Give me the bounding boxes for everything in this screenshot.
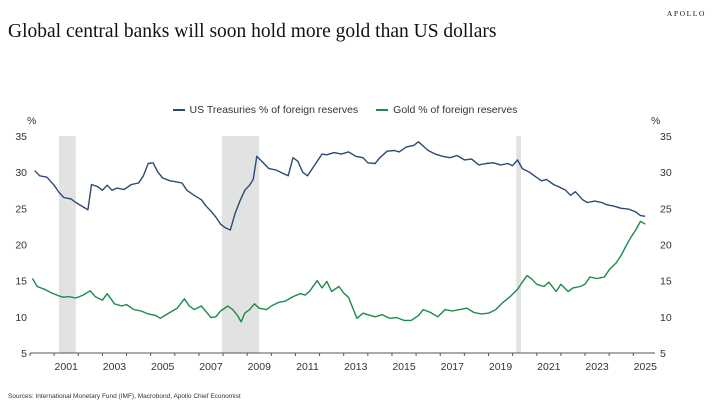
- x-tick-2015: 2015: [392, 361, 416, 373]
- legend-label-treasuries: US Treasuries % of foreign reserves: [189, 104, 359, 116]
- legend-swatch-treasuries: [172, 109, 185, 111]
- y-tick-right-35: 35: [660, 131, 672, 143]
- x-tick-2005: 2005: [151, 361, 175, 373]
- y-tick-right-25: 25: [660, 203, 672, 215]
- x-tick-2011: 2011: [296, 361, 319, 373]
- x-tick-2017: 2017: [441, 361, 465, 373]
- y-tick-right-30: 30: [660, 167, 672, 179]
- x-tick-2023: 2023: [585, 361, 609, 373]
- x-tick-2021: 2021: [537, 361, 561, 373]
- x-tick-2009: 2009: [248, 361, 272, 373]
- y-tick-left-5: 5: [21, 348, 27, 360]
- y-axis-unit-right: %: [651, 115, 660, 127]
- y-tick-left-35: 35: [15, 131, 27, 143]
- recession-band-2: [516, 136, 522, 353]
- x-tick-2019: 2019: [489, 361, 513, 373]
- brand-logo-text: APOLLO: [666, 9, 706, 18]
- y-axis-unit-left: %: [27, 115, 36, 127]
- page-title: Global central banks will soon hold more…: [8, 21, 497, 42]
- legend-swatch-gold: [376, 109, 389, 111]
- y-tick-left-20: 20: [15, 240, 27, 252]
- legend-item-gold: Gold % of foreign reserves: [376, 104, 517, 116]
- x-tick-2001: 2001: [55, 361, 79, 373]
- source-note: Sources: International Monetary Fund (IM…: [8, 393, 241, 400]
- x-tick-2013: 2013: [344, 361, 368, 373]
- y-tick-left-10: 10: [15, 312, 27, 324]
- legend-item-treasuries: US Treasuries % of foreign reserves: [172, 104, 359, 116]
- y-tick-right-10: 10: [660, 312, 672, 324]
- recession-band-1: [221, 136, 260, 353]
- chart-legend: US Treasuries % of foreign reserves Gold…: [0, 104, 690, 116]
- legend-label-gold: Gold % of foreign reserves: [393, 104, 518, 116]
- series-line-1: [31, 220, 646, 323]
- recession-band-0: [58, 136, 76, 353]
- x-tick-2025: 2025: [634, 361, 658, 373]
- x-tick-2003: 2003: [103, 361, 127, 373]
- y-tick-right-5: 5: [660, 348, 666, 360]
- series-line-0: [34, 141, 646, 231]
- y-tick-right-20: 20: [660, 240, 672, 252]
- x-tick-2007: 2007: [199, 361, 223, 373]
- y-tick-right-15: 15: [660, 276, 672, 288]
- y-tick-left-30: 30: [15, 167, 27, 179]
- y-tick-left-15: 15: [15, 276, 27, 288]
- y-tick-left-25: 25: [15, 203, 27, 215]
